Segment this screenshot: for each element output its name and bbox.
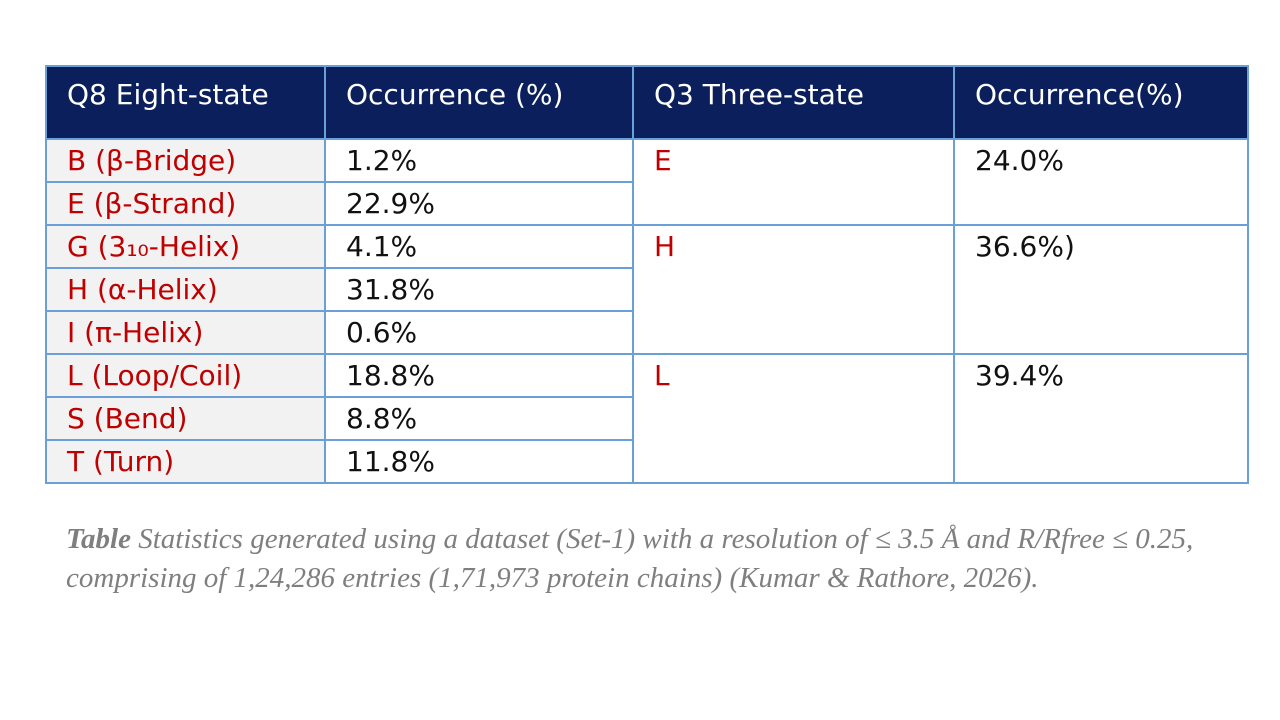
q8-state: T (Turn) xyxy=(45,439,326,484)
header-cell: Occurrence (%) xyxy=(324,65,634,140)
q3-state: H xyxy=(632,224,955,355)
q3-occurrence: 36.6%) xyxy=(953,224,1249,355)
q8-state: I (π-Helix) xyxy=(45,310,326,355)
q8-occurrence: 11.8% xyxy=(324,439,634,484)
table-body: B (β-Bridge) 1.2% E 24.0% E (β-Strand) 22.9% G… xyxy=(45,138,1249,484)
header-row: Q8 Eight-state Occurrence (%) Q3 Three-sta… xyxy=(45,65,1249,140)
table-row: L (Loop/Coil) 18.8% L 39.4% xyxy=(45,353,1249,484)
q8-occurrence: 22.9% xyxy=(324,181,634,226)
q8-state: S (Bend) xyxy=(45,396,326,441)
q8-occurrence: 31.8% xyxy=(324,267,634,312)
table-row: H (α-Helix) 31.8% xyxy=(45,267,1248,312)
header-cell: Q8 Eight-state xyxy=(45,65,326,140)
q8-occurrence: 0.6% xyxy=(324,310,634,355)
caption: Table Statistics generated using a datas… xyxy=(66,520,1226,598)
q8-occurrence: 18.8% xyxy=(324,353,634,398)
q8-state: B (β-Bridge) xyxy=(45,138,326,183)
q8-occurrence: 1.2% xyxy=(324,138,634,183)
q3-state: L xyxy=(632,353,955,484)
table-row: S (Bend) 8.8% xyxy=(45,396,1248,441)
table-row: B (β-Bridge) 1.2% E 24.0% xyxy=(45,138,1249,226)
q3-occurrence: 39.4% xyxy=(953,353,1249,484)
q3-occurrence: 24.0% xyxy=(953,138,1249,226)
table-row: G (3₁₀-Helix) 4.1% H 36.6%) xyxy=(45,224,1249,355)
caption-label: Table xyxy=(66,523,131,555)
q8-state: G (3₁₀-Helix) xyxy=(45,224,326,269)
q8-occurrence: 4.1% xyxy=(324,224,634,269)
header-cell: Occurrence(%) xyxy=(953,65,1249,140)
table-row: I (π-Helix) 0.6% xyxy=(45,310,1248,355)
header-cell: Q3 Three-state xyxy=(632,65,955,140)
caption-text: Statistics generated using a dataset (Se… xyxy=(66,523,1194,594)
q8-occurrence: 8.8% xyxy=(324,396,634,441)
q8-state: H (α-Helix) xyxy=(45,267,326,312)
table-row: T (Turn) 11.8% xyxy=(45,439,1248,484)
table-wrap: Q8 Eight-state Occurrence (%) Q3 Three-sta… xyxy=(45,65,1249,484)
table: Q8 Eight-state Occurrence (%) Q3 Three-sta… xyxy=(45,65,1249,484)
q8-state: E (β-Strand) xyxy=(45,181,326,226)
q3-state: E xyxy=(632,138,955,226)
q8-state: L (Loop/Coil) xyxy=(45,353,326,398)
table-row: E (β-Strand) 22.9% xyxy=(45,181,1248,226)
